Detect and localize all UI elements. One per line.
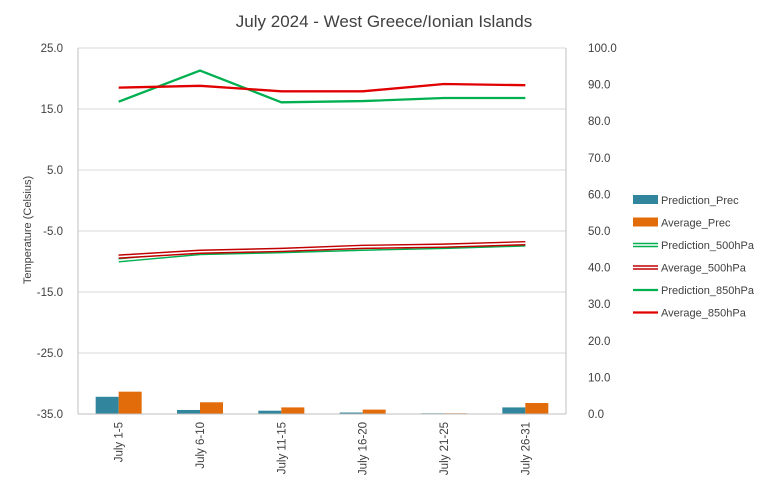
x-tick-label: July 26-31 bbox=[520, 422, 532, 475]
legend-average-prec-label: Average_Prec bbox=[661, 218, 731, 230]
bar-prediction-prec bbox=[95, 396, 119, 414]
y2-tick-label: 90.0 bbox=[588, 80, 610, 92]
line-average-500hpa-inner bbox=[118, 242, 526, 258]
legend-prediction-prec-label: Prediction_Prec bbox=[661, 195, 739, 207]
x-tick-label: July 21-25 bbox=[439, 422, 451, 475]
legend-average-500hpa-label: Average_500hPa bbox=[661, 263, 747, 275]
legend-prediction-500hpa-label: Prediction_500hPa bbox=[661, 240, 755, 252]
y-tick-label: 15.0 bbox=[41, 104, 63, 116]
y-tick-label: -25.0 bbox=[37, 348, 63, 360]
bar-prediction-prec bbox=[177, 409, 200, 414]
legend: Prediction_Prec Average_Prec Prediction_50… bbox=[633, 195, 755, 320]
x-tick-label: July 11-15 bbox=[276, 422, 288, 474]
x-axis: July 1-5 July 6-10 July 11-15 July 16-20 Jul… bbox=[78, 413, 566, 475]
line-series-group bbox=[118, 69, 526, 263]
x-tick-label: July 1-5 bbox=[114, 422, 126, 462]
right-axis: 100.0 90.0 80.0 70.0 60.0 50.0 40.0 30.0 20.0 10.… bbox=[565, 43, 617, 421]
line-average-500hpa bbox=[118, 240, 526, 259]
line-average-850hpa bbox=[118, 82, 526, 93]
bar-average-prec bbox=[525, 403, 549, 414]
bar-prediction-prec bbox=[339, 412, 363, 414]
y2-tick-label: 40.0 bbox=[588, 263, 610, 275]
y2-tick-label: 100.0 bbox=[588, 43, 617, 55]
bar-average-prec bbox=[281, 407, 305, 414]
y2-tick-label: 10.0 bbox=[588, 372, 610, 384]
legend-average-prec-swatch bbox=[633, 217, 658, 227]
y2-tick-label: 0.0 bbox=[588, 409, 604, 421]
bar-average-prec bbox=[200, 402, 223, 414]
y2-tick-label: 30.0 bbox=[588, 299, 610, 311]
y-tick-label: 25.0 bbox=[41, 43, 63, 55]
legend-prediction-prec-swatch bbox=[633, 195, 658, 204]
y2-tick-label: 80.0 bbox=[588, 116, 610, 128]
line-prediction-850hpa bbox=[118, 69, 526, 104]
legend-average-850hpa-label: Average_850hPa bbox=[661, 308, 747, 320]
chart-title: July 2024 - West Greece/Ionian Islands bbox=[236, 12, 532, 31]
y2-tick-label: 50.0 bbox=[588, 226, 610, 238]
bar-prediction-prec bbox=[258, 410, 282, 414]
y-tick-label: 5.0 bbox=[47, 165, 63, 177]
y-tick-label: -35.0 bbox=[37, 409, 63, 421]
y2-tick-label: 70.0 bbox=[588, 153, 610, 165]
bar-series-group bbox=[95, 391, 549, 414]
bar-average-prec bbox=[362, 409, 386, 414]
bar-prediction-prec bbox=[502, 407, 526, 414]
x-tick-label: July 16-20 bbox=[358, 422, 370, 475]
y2-tick-label: 20.0 bbox=[588, 336, 610, 348]
y-tick-label: -15.0 bbox=[37, 287, 63, 299]
left-axis: 25.0 15.0 5.0 -5.0 -15.0 -25.0 -35.0 bbox=[37, 43, 79, 421]
legend-prediction-850hpa-label: Prediction_850hPa bbox=[661, 285, 755, 297]
y-axis-title: Temperature (Celsius) bbox=[22, 176, 34, 284]
bar-average-prec bbox=[118, 391, 142, 414]
y-tick-label: -5.0 bbox=[43, 226, 63, 238]
y2-tick-label: 60.0 bbox=[588, 189, 610, 201]
x-tick-label: July 6-10 bbox=[195, 422, 207, 469]
